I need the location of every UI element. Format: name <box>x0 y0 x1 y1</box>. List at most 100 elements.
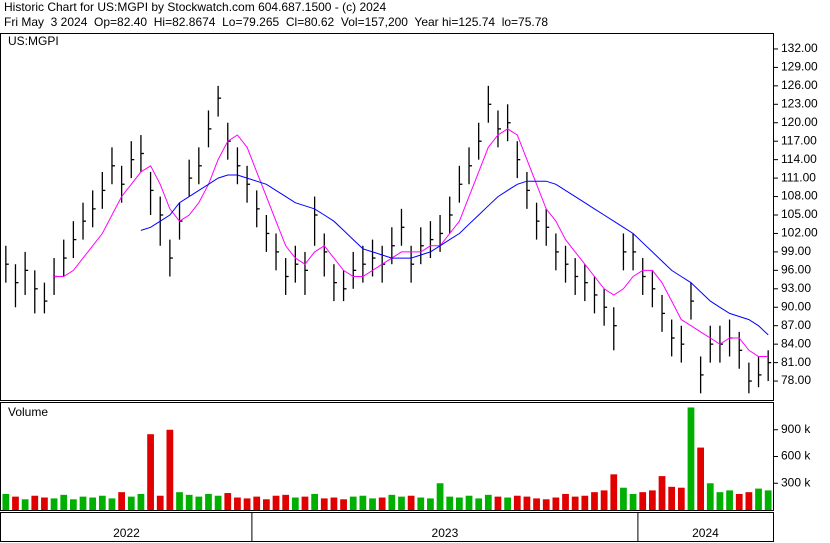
y-tick-label: 90.00 <box>781 299 811 313</box>
volume-bar <box>195 496 203 510</box>
date-panel <box>0 512 774 542</box>
volume-bar <box>185 494 193 510</box>
volume-bar <box>446 496 454 510</box>
volume-bar <box>562 493 569 510</box>
y-tick-label: 99.00 <box>781 244 811 258</box>
y-tick-label: 84.00 <box>781 336 811 350</box>
y-tick-label: 108.00 <box>781 189 818 203</box>
volume-bar <box>407 495 415 510</box>
y-tick-label: 132.00 <box>781 41 818 55</box>
volume-bar <box>648 490 656 510</box>
volume-bar <box>427 498 434 510</box>
y-tick-label: 105.00 <box>781 207 818 221</box>
volume-bar <box>658 476 666 510</box>
volume-bar <box>504 497 512 510</box>
volume-bar <box>581 495 589 510</box>
y-tick-label: 78.00 <box>781 373 811 387</box>
volume-bar <box>205 493 212 510</box>
volume-bar <box>21 499 29 510</box>
volume-bar <box>533 498 540 510</box>
chart-title: Historic Chart for US:MGPI by Stockwatch… <box>4 0 386 14</box>
y-tick-label: 111.00 <box>781 170 816 184</box>
x-tick-label: 2024 <box>692 526 719 540</box>
volume-bar <box>320 498 328 510</box>
volume-bar <box>79 496 87 510</box>
volume-bar <box>118 492 126 510</box>
volume-bar <box>494 496 502 510</box>
volume-bar <box>600 490 608 510</box>
moving-average <box>140 174 769 336</box>
volume-bar <box>301 496 309 510</box>
volume-bar <box>726 490 733 510</box>
volume-bar <box>272 495 280 510</box>
symbol-label: US:MGPI <box>8 34 59 48</box>
y-tick-label: 123.00 <box>781 96 818 110</box>
x-tick-label: 2023 <box>432 526 459 540</box>
y-tick-label: 129.00 <box>781 60 818 74</box>
volume-bar <box>677 487 685 510</box>
volume-bar <box>262 499 270 510</box>
volume-bar <box>176 492 183 510</box>
volume-bar <box>234 497 241 510</box>
y-tick-label: 96.00 <box>781 263 811 277</box>
y-tick-label: 117.00 <box>781 133 817 147</box>
volume-bar <box>31 495 39 510</box>
volume-bar <box>243 498 251 510</box>
y-tick-label: 300 k <box>781 475 811 489</box>
volume-bar <box>166 429 174 510</box>
volume-bar <box>12 496 19 510</box>
y-tick-label: 87.00 <box>781 318 811 332</box>
y-tick-label: 600 k <box>781 449 811 463</box>
volume-bar <box>291 497 299 510</box>
volume-bar <box>69 499 77 510</box>
volume-bar <box>388 494 396 510</box>
volume-bar <box>475 498 483 510</box>
moving-average <box>54 128 769 357</box>
volume-bar <box>513 495 521 510</box>
volume-bar <box>156 495 164 510</box>
volume-label: Volume <box>8 405 48 419</box>
volume-bar <box>214 495 222 510</box>
volume-bar <box>311 493 319 510</box>
volume-bar <box>417 497 425 510</box>
volume-bar <box>98 495 106 510</box>
volume-bar <box>41 497 48 510</box>
volume-bar <box>50 498 58 510</box>
y-tick-label: 114.00 <box>781 152 817 166</box>
volume-bar <box>127 496 135 510</box>
volume-bar <box>620 487 627 510</box>
volume-bar <box>330 497 338 510</box>
volume-bar <box>629 493 637 510</box>
volume-bar <box>436 483 444 510</box>
y-tick-label: 102.00 <box>781 226 818 240</box>
x-tick-label: 2022 <box>113 526 140 540</box>
volume-bar <box>735 493 743 510</box>
volume-bar <box>716 492 724 510</box>
volume-bar <box>465 495 473 510</box>
volume-bar <box>137 493 145 510</box>
volume-bar <box>60 494 68 510</box>
y-tick-label: 126.00 <box>781 78 818 92</box>
y-tick-label: 81.00 <box>781 355 811 369</box>
volume-bar <box>147 434 154 510</box>
volume-bar <box>571 496 579 510</box>
volume-bar <box>706 483 714 510</box>
volume-bar <box>89 497 97 510</box>
volume-bar <box>455 497 463 510</box>
volume-bar <box>523 496 531 510</box>
volume-bar <box>349 496 357 510</box>
volume-bar <box>253 496 261 510</box>
volume-bar <box>668 486 676 510</box>
y-tick-label: 900 k <box>781 422 811 436</box>
chart-subtitle: Fri May 3 2024 Op=82.40 Hi=82.8674 Lo=79… <box>4 15 548 29</box>
y-tick-label: 93.00 <box>781 281 811 295</box>
volume-bar <box>108 498 116 510</box>
volume-bar <box>398 496 405 510</box>
volume-bar <box>282 494 290 510</box>
volume-bar <box>542 499 550 510</box>
volume-bar <box>359 495 367 510</box>
volume-bar <box>591 492 598 510</box>
